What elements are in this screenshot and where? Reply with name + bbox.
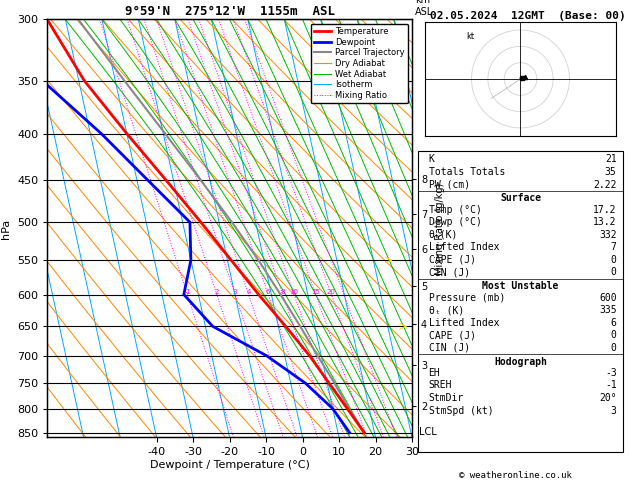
Text: 3: 3 (233, 289, 237, 295)
Text: 335: 335 (599, 305, 616, 315)
Text: EH: EH (428, 368, 440, 378)
Legend: Temperature, Dewpoint, Parcel Trajectory, Dry Adiabat, Wet Adiabat, Isotherm, Mi: Temperature, Dewpoint, Parcel Trajectory… (311, 24, 408, 103)
Text: 8: 8 (281, 289, 285, 295)
Text: LCL: LCL (420, 427, 437, 437)
Text: -3: -3 (605, 368, 616, 378)
Text: Surface: Surface (500, 193, 541, 203)
Text: 20: 20 (327, 289, 336, 295)
Text: 2.22: 2.22 (593, 179, 616, 190)
Text: 4: 4 (247, 289, 251, 295)
Text: 2: 2 (214, 289, 219, 295)
Text: 21: 21 (605, 155, 616, 164)
Text: PW (cm): PW (cm) (428, 179, 470, 190)
Text: StmDir: StmDir (428, 393, 464, 403)
Text: θₜ(K): θₜ(K) (428, 230, 458, 240)
X-axis label: Dewpoint / Temperature (°C): Dewpoint / Temperature (°C) (150, 460, 309, 470)
Text: Lifted Index: Lifted Index (428, 318, 499, 328)
Text: 17.2: 17.2 (593, 205, 616, 215)
Text: Hodograph: Hodograph (494, 357, 547, 366)
Text: 0: 0 (611, 267, 616, 278)
Text: 10: 10 (289, 289, 299, 295)
Text: Dewp (°C): Dewp (°C) (428, 217, 481, 227)
Text: Lifted Index: Lifted Index (428, 243, 499, 252)
Text: 6: 6 (611, 318, 616, 328)
Text: 15: 15 (311, 289, 320, 295)
Text: Pressure (mb): Pressure (mb) (428, 293, 505, 302)
Text: 600: 600 (599, 293, 616, 302)
Text: 0: 0 (611, 343, 616, 353)
Text: 1: 1 (185, 289, 189, 295)
Y-axis label: hPa: hPa (1, 218, 11, 239)
Text: StmSpd (kt): StmSpd (kt) (428, 405, 493, 416)
Text: θₜ (K): θₜ (K) (428, 305, 464, 315)
Text: 20°: 20° (599, 393, 616, 403)
Text: 6: 6 (266, 289, 270, 295)
Text: K: K (428, 155, 435, 164)
Text: 0: 0 (611, 255, 616, 265)
Text: Temp (°C): Temp (°C) (428, 205, 481, 215)
Text: kt: kt (467, 32, 475, 41)
Text: 13.2: 13.2 (593, 217, 616, 227)
Text: SREH: SREH (428, 381, 452, 390)
Text: CIN (J): CIN (J) (428, 267, 470, 278)
Text: 7: 7 (611, 243, 616, 252)
Text: Totals Totals: Totals Totals (428, 167, 505, 177)
Text: Most Unstable: Most Unstable (482, 281, 559, 291)
Text: 0: 0 (611, 330, 616, 340)
Text: CAPE (J): CAPE (J) (428, 255, 476, 265)
Text: 3: 3 (611, 405, 616, 416)
Text: CAPE (J): CAPE (J) (428, 330, 476, 340)
Title: 9°59'N  275°12'W  1155m  ASL: 9°59'N 275°12'W 1155m ASL (125, 5, 335, 18)
Text: -1: -1 (605, 381, 616, 390)
Text: 332: 332 (599, 230, 616, 240)
Text: 02.05.2024  12GMT  (Base: 00): 02.05.2024 12GMT (Base: 00) (430, 11, 626, 21)
Text: km
ASL: km ASL (415, 0, 433, 17)
Text: Mixing Ratio (g/kg): Mixing Ratio (g/kg) (435, 182, 445, 275)
Text: CIN (J): CIN (J) (428, 343, 470, 353)
Text: 35: 35 (605, 167, 616, 177)
Text: © weatheronline.co.uk: © weatheronline.co.uk (459, 471, 572, 480)
